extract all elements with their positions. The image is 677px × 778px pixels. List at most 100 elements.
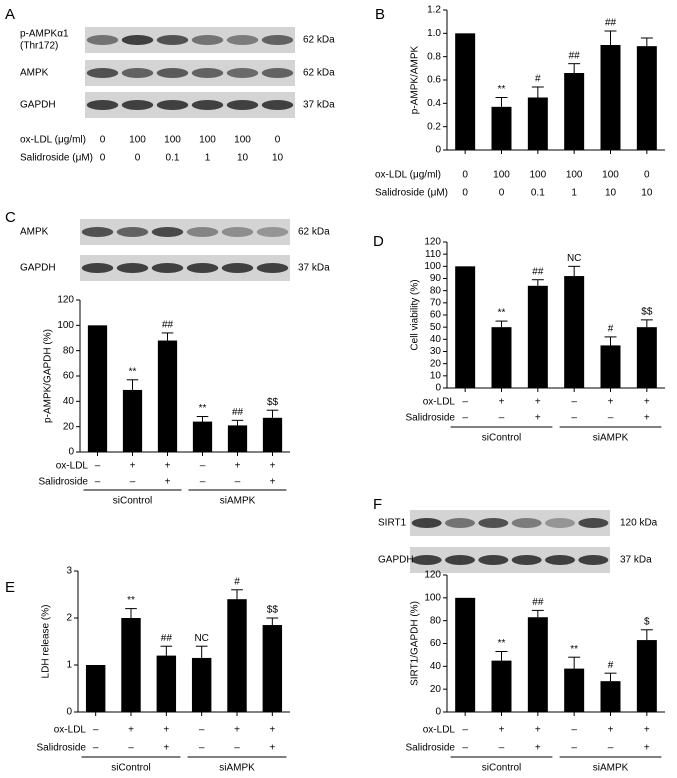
significance-label: ** bbox=[498, 308, 506, 319]
y-tick-label: 80 bbox=[430, 615, 442, 626]
group-label: siControl bbox=[113, 496, 152, 507]
condition-value: – bbox=[200, 477, 206, 488]
condition-value: 0 bbox=[275, 135, 281, 146]
condition-value: 100 bbox=[129, 135, 146, 146]
blot-label: GAPDH bbox=[378, 555, 414, 566]
condition-name: Salidroside (μM) bbox=[375, 188, 448, 199]
blot-band bbox=[261, 100, 294, 110]
blot-band bbox=[86, 68, 119, 78]
panel-letter: F bbox=[373, 496, 382, 513]
condition-value: + bbox=[269, 743, 275, 754]
condition-value: 100 bbox=[602, 170, 619, 181]
blot-band bbox=[578, 518, 609, 528]
significance-label: # bbox=[608, 324, 614, 335]
bar bbox=[262, 625, 283, 712]
blot-band bbox=[121, 68, 154, 78]
blot-band bbox=[478, 555, 509, 565]
y-axis-label: Cell viability (%) bbox=[410, 279, 421, 350]
significance-label: NC bbox=[567, 253, 581, 264]
blot-strip bbox=[85, 92, 295, 118]
significance-label: ## bbox=[162, 320, 174, 331]
bar bbox=[491, 106, 512, 150]
condition-value: – bbox=[93, 725, 99, 736]
blot-size: 120 kDa bbox=[620, 518, 658, 529]
blot-band bbox=[86, 100, 119, 110]
blot-label: AMPK bbox=[20, 68, 49, 79]
y-tick-label: 60 bbox=[430, 310, 442, 321]
blot-band bbox=[151, 263, 184, 273]
condition-value: – bbox=[130, 477, 136, 488]
condition-name: Salidroside bbox=[37, 743, 87, 754]
blot-band bbox=[221, 263, 254, 273]
significance-label: # bbox=[608, 660, 614, 671]
y-tick-label: 120 bbox=[424, 570, 441, 581]
blot-band bbox=[121, 35, 154, 45]
y-tick-label: 0 bbox=[435, 383, 441, 394]
condition-name: ox-LDL bbox=[423, 725, 456, 736]
condition-value: + bbox=[499, 397, 505, 408]
group-label: siAMPK bbox=[593, 433, 629, 444]
group-label: siControl bbox=[482, 433, 521, 444]
y-tick-label: 30 bbox=[430, 346, 442, 357]
bar bbox=[636, 327, 657, 388]
significance-label: ## bbox=[232, 407, 244, 418]
blot-strip bbox=[85, 60, 295, 86]
blot-band bbox=[191, 100, 224, 110]
condition-value: – bbox=[571, 397, 577, 408]
blot-band bbox=[256, 263, 289, 273]
blot-band bbox=[478, 518, 509, 528]
condition-value: + bbox=[535, 397, 541, 408]
blot-band bbox=[545, 555, 575, 565]
bar bbox=[527, 285, 548, 388]
y-tick-label: 100 bbox=[57, 320, 74, 331]
condition-value: 0 bbox=[462, 188, 468, 199]
group-label: siAMPK bbox=[593, 763, 629, 774]
condition-value: 100 bbox=[199, 135, 216, 146]
y-tick-label: 60 bbox=[430, 638, 442, 649]
blot-band bbox=[81, 227, 114, 237]
condition-value: + bbox=[608, 397, 614, 408]
y-axis-label: LDH release (%) bbox=[41, 605, 52, 679]
blot-strip bbox=[80, 255, 290, 281]
blot-label: SIRT1 bbox=[378, 518, 407, 529]
condition-name: ox-LDL bbox=[423, 397, 456, 408]
y-tick-label: 20 bbox=[430, 684, 442, 695]
bar bbox=[121, 618, 141, 712]
y-tick-label: 0.8 bbox=[427, 51, 441, 62]
condition-value: 0 bbox=[100, 135, 106, 146]
bar bbox=[191, 657, 212, 712]
condition-value: – bbox=[462, 743, 468, 754]
panel-letter: B bbox=[375, 6, 385, 23]
condition-value: 0 bbox=[100, 153, 106, 164]
bar bbox=[636, 640, 657, 712]
y-tick-label: 0.2 bbox=[427, 121, 441, 132]
bar bbox=[600, 45, 621, 150]
y-tick-label: 2 bbox=[66, 613, 72, 624]
condition-value: – bbox=[200, 461, 206, 472]
condition-value: – bbox=[499, 743, 505, 754]
condition-value: 100 bbox=[529, 170, 546, 181]
blot-size: 37 kDa bbox=[298, 263, 330, 274]
blot-band bbox=[256, 227, 289, 237]
bar bbox=[564, 668, 585, 712]
condition-value: + bbox=[535, 725, 541, 736]
blot-band bbox=[156, 68, 189, 78]
blot-band bbox=[191, 35, 224, 45]
bar bbox=[227, 425, 248, 452]
condition-value: – bbox=[462, 397, 468, 408]
condition-value: – bbox=[499, 413, 505, 424]
blot-band bbox=[261, 35, 294, 45]
condition-value: + bbox=[235, 461, 241, 472]
condition-name: ox-LDL (μg/ml) bbox=[20, 135, 86, 146]
condition-value: + bbox=[535, 743, 541, 754]
condition-value: 100 bbox=[234, 135, 251, 146]
blot-label: AMPK bbox=[20, 227, 49, 238]
significance-label: ## bbox=[161, 633, 173, 644]
bar bbox=[122, 389, 143, 452]
condition-value: – bbox=[462, 413, 468, 424]
condition-value: + bbox=[535, 413, 541, 424]
condition-value: + bbox=[165, 461, 171, 472]
significance-label: NC bbox=[194, 633, 208, 644]
y-tick-label: 80 bbox=[63, 345, 75, 356]
blot-band bbox=[511, 555, 542, 565]
